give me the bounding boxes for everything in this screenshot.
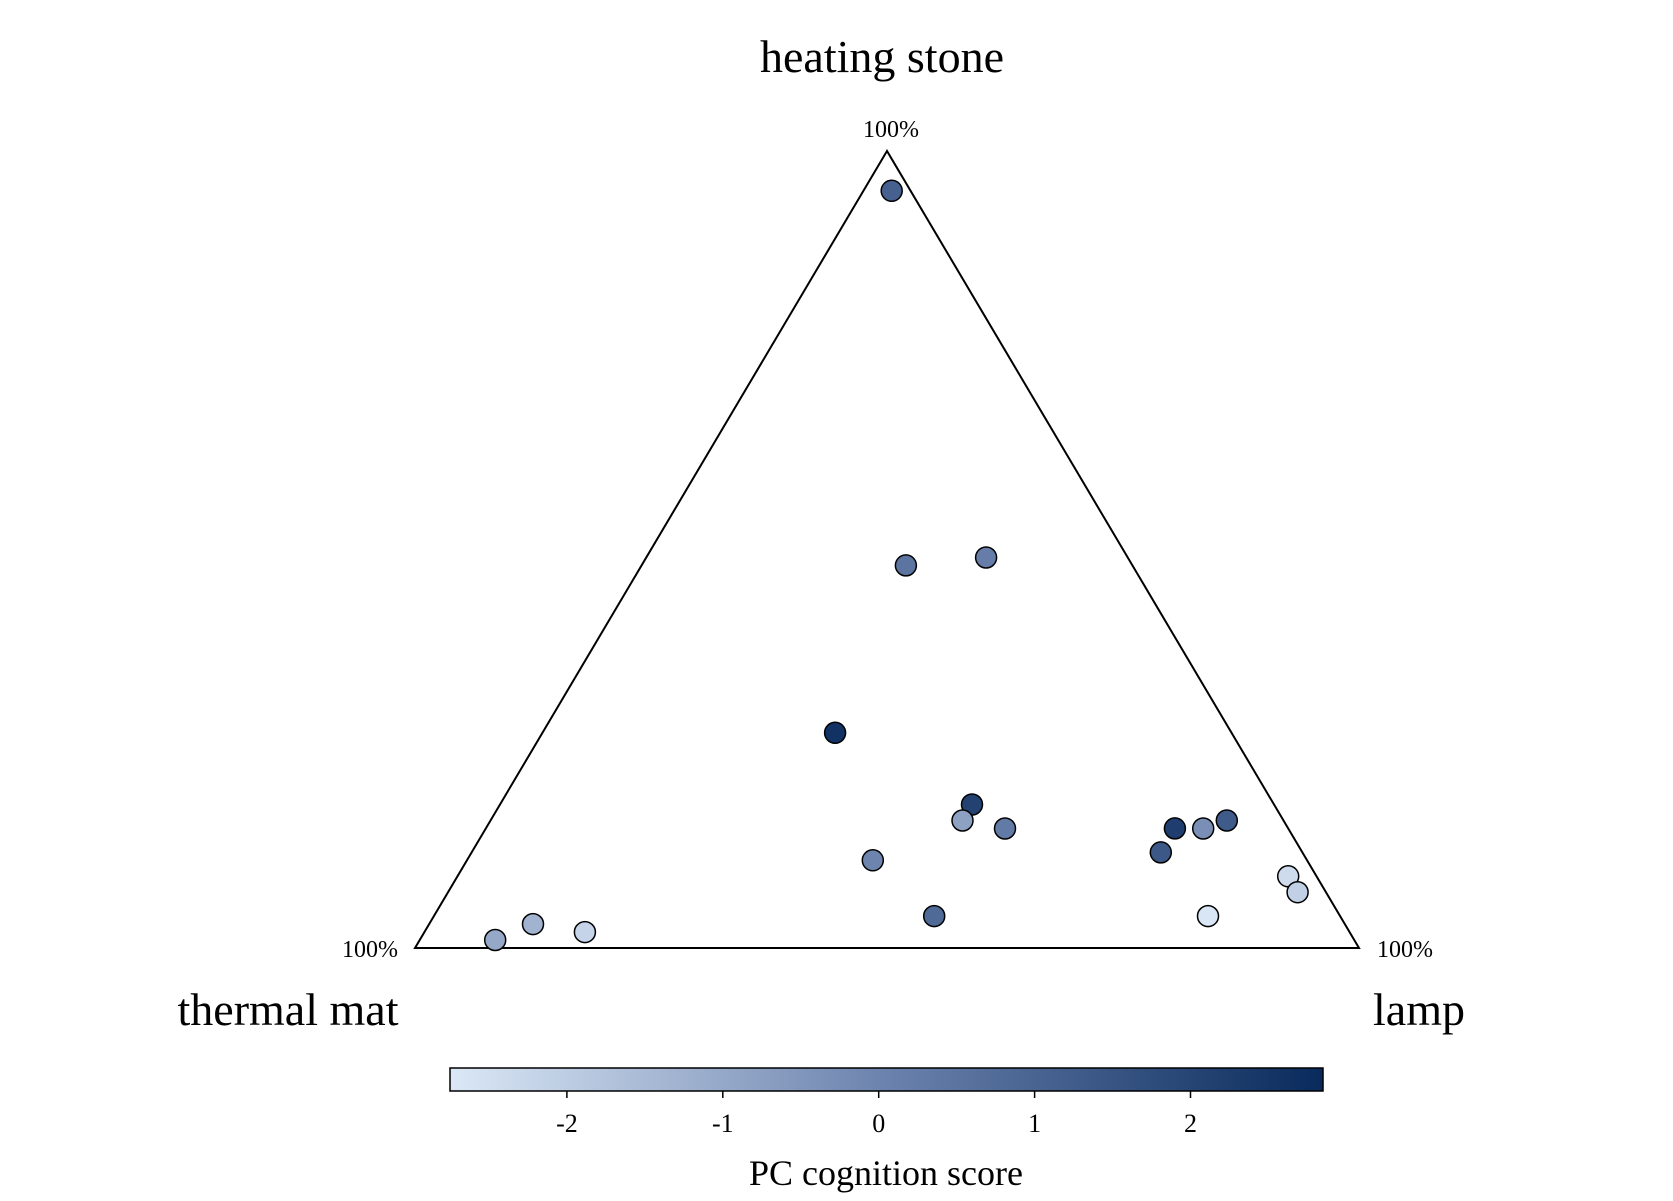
right-apex-label: 100% [1377,937,1433,963]
ternary-triangle [415,151,1359,948]
data-point [1193,818,1214,839]
colorbar-ticks: -2 -1 0 1 2 [556,1091,1197,1138]
colorbar [450,1068,1323,1091]
colorbar-tick-label: -1 [712,1109,734,1138]
data-point [976,547,997,568]
data-point [485,930,506,951]
data-point [1150,842,1171,863]
data-points [485,180,1308,950]
colorbar-tick-label: 1 [1028,1109,1041,1138]
data-point [862,850,883,871]
colorbar-tick-label: 0 [872,1109,885,1138]
data-point [1198,906,1219,927]
colorbar-title: PC cognition score [749,1153,1023,1193]
left-axis-title: thermal mat [178,984,399,1035]
data-point [895,555,916,576]
data-point [825,722,846,743]
data-point [1216,810,1237,831]
data-point [1164,818,1185,839]
data-point [574,922,595,943]
top-apex-label: 100% [863,117,919,143]
left-apex-label: 100% [342,937,398,963]
top-axis-title: heating stone [760,31,1004,82]
colorbar-tick-label: -2 [556,1109,578,1138]
data-point [881,180,902,201]
data-point [952,810,973,831]
data-point [924,906,945,927]
data-point [1287,882,1308,903]
right-axis-title: lamp [1373,984,1465,1035]
data-point [523,914,544,935]
colorbar-tick-label: 2 [1184,1109,1197,1138]
data-point [995,818,1016,839]
